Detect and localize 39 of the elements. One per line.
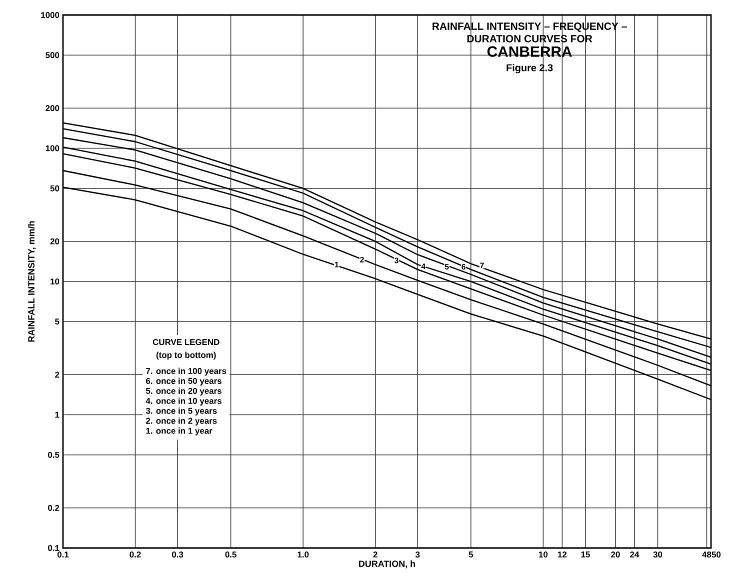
y-tick-label: 200 <box>46 105 60 112</box>
annotation: CURVE LEGEND <box>152 339 220 346</box>
x-tick-label: 30 <box>653 552 662 558</box>
y-tick-label: 0.5 <box>48 452 60 458</box>
x-axis-title: DURATION, h <box>359 560 415 568</box>
x-tick-label: 10 <box>539 552 548 558</box>
x-tick-label: 50 <box>712 552 721 558</box>
y-tick-label: 0.1 <box>48 545 60 551</box>
annotation: 5. once in 20 years <box>146 388 222 396</box>
y-tick-label: 50 <box>50 185 60 192</box>
annotation: 3. once in 5 years <box>146 408 217 416</box>
y-tick-label: 100 <box>46 145 60 152</box>
annotation: 7. once in 100 years <box>146 368 226 376</box>
y-tick-label: 5 <box>55 318 60 325</box>
annotation: 6. once in 50 years <box>146 378 222 386</box>
x-tick-label: 12 <box>558 552 567 558</box>
y-tick-label: 500 <box>46 52 60 58</box>
annotation: 4. once in 10 years <box>146 398 222 406</box>
x-tick-label: 24 <box>630 552 640 558</box>
x-tick-label: 1.0 <box>298 552 309 558</box>
annotation: 1. once in 1 year <box>146 428 212 436</box>
x-tick-label: 2 <box>373 552 378 558</box>
y-tick-label: 10 <box>50 278 60 284</box>
annotation: (top to bottom) <box>156 352 216 360</box>
x-tick-label: 3 <box>415 552 420 558</box>
y-tick-label: 1000 <box>41 12 60 18</box>
y-tick-label: 1 <box>55 412 60 418</box>
y-tick-label: 20 <box>50 238 60 244</box>
y-tick-label: 0.2 <box>48 504 60 511</box>
y-tick-label: 2 <box>55 372 60 378</box>
x-tick-label: 20 <box>611 552 620 558</box>
x-tick-label: 15 <box>581 552 590 558</box>
x-tick-label: 0.2 <box>130 552 141 558</box>
annotation: 2. once in 2 years <box>146 418 217 426</box>
x-tick-label: 48 <box>702 552 712 558</box>
x-tick-label: 0.3 <box>172 552 184 558</box>
x-tick-label: 0.5 <box>225 552 236 558</box>
y-axis-title: RAINFALL INTENSITY, mm/h <box>28 221 36 342</box>
x-tick-label: 5 <box>468 552 474 558</box>
